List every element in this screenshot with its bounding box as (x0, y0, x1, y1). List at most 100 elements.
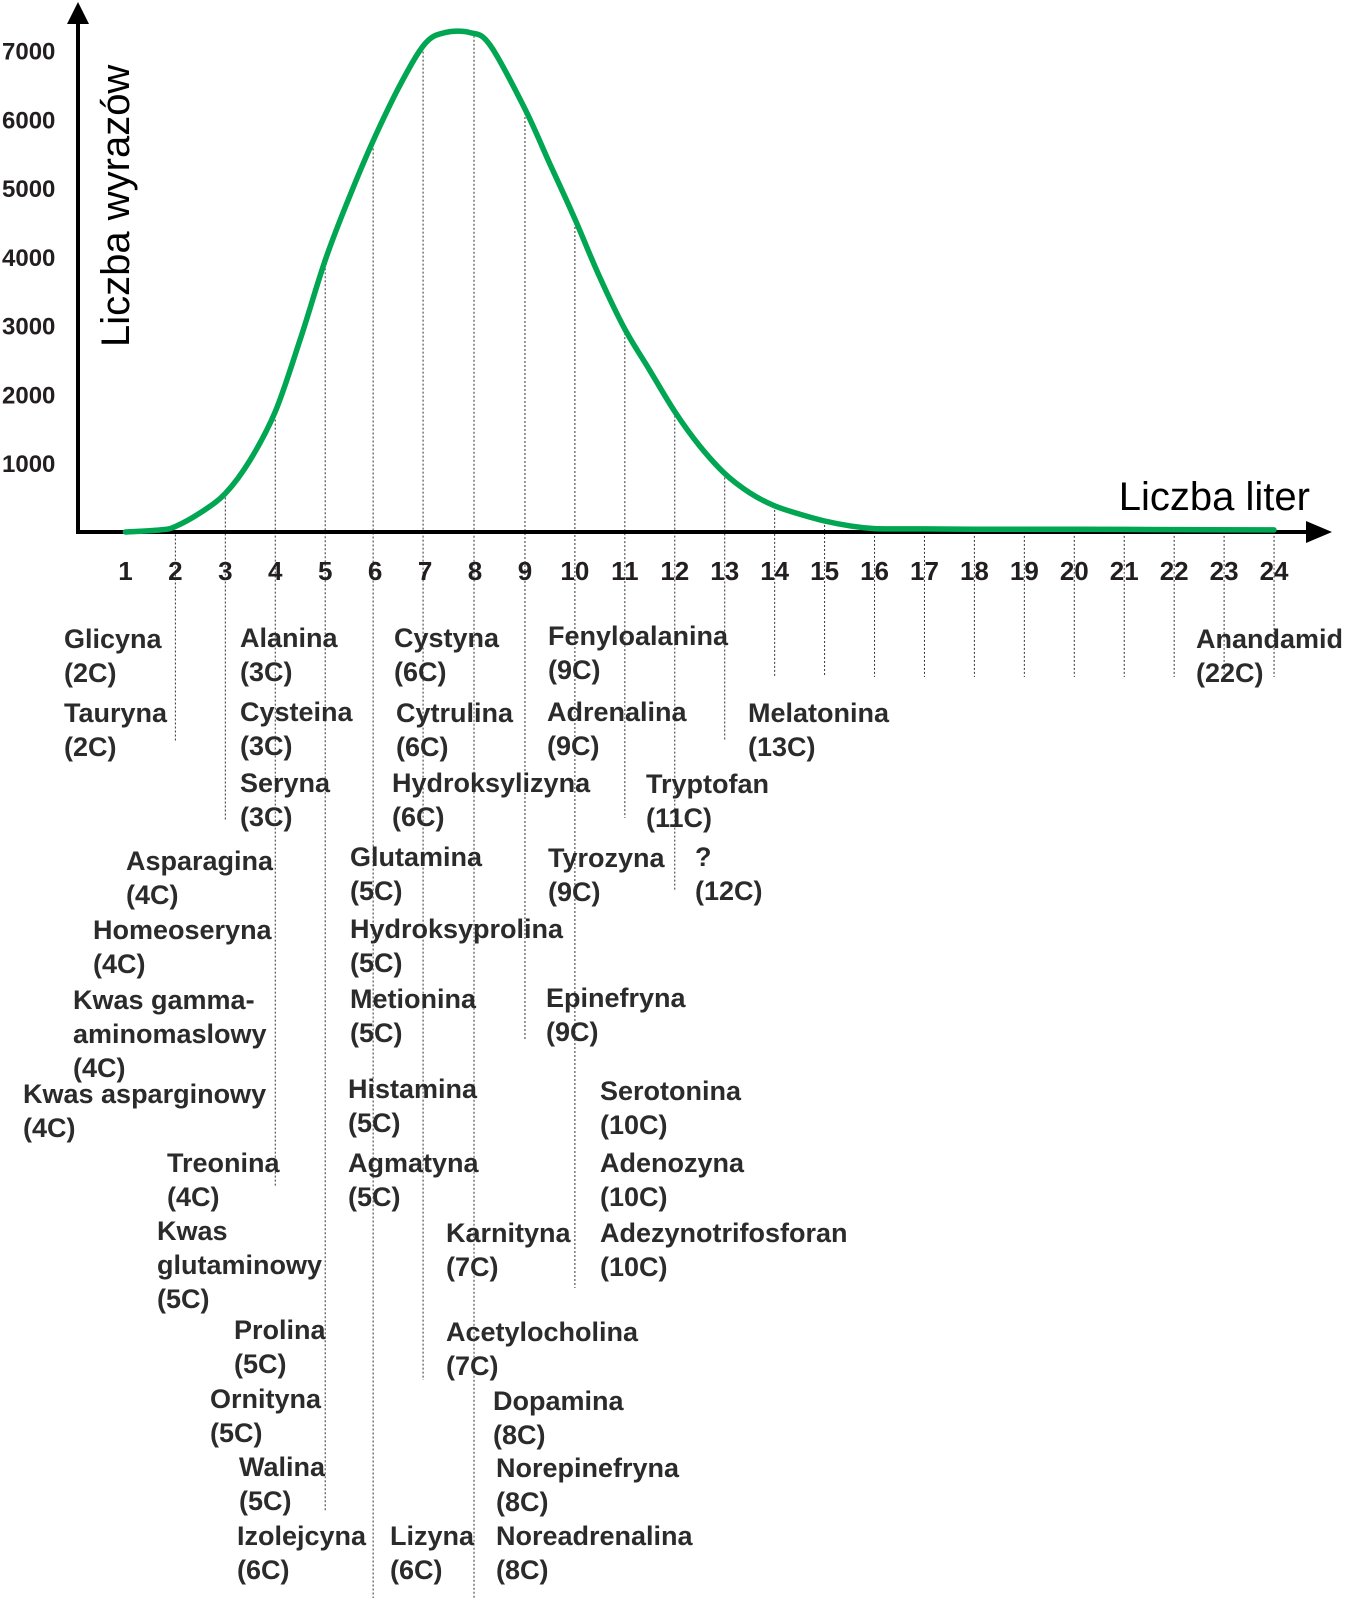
annotation-label-line: (5C) (210, 1418, 263, 1448)
annotation-label-line: Serotonina (600, 1076, 742, 1106)
annotation-label: Treonina (4C) (167, 1148, 281, 1212)
annotation-label: Walina (5C) (239, 1452, 326, 1516)
x-tick-label: 5 (318, 556, 332, 586)
annotation-label-line: (5C) (350, 876, 403, 906)
annotation-label: Hydroksylizyna (6C) (392, 768, 591, 832)
y-tick-label: 4000 (2, 245, 55, 272)
annotation-label-line: (6C) (396, 732, 449, 762)
x-tick-label: 22 (1160, 556, 1189, 586)
annotation-label-line: (3C) (240, 657, 293, 687)
annotation-label: Adrenalina (9C) (547, 697, 688, 761)
annotation-label-line: Seryna (240, 768, 331, 798)
annotation-label: Tryptofan (11C) (646, 769, 769, 833)
annotation-label: Histamina (5C) (348, 1074, 478, 1138)
annotation-label-line: Ornityna (210, 1384, 322, 1414)
annotation-label-line: (5C) (348, 1108, 401, 1138)
annotation-label: Adezynotrifosforan (10C) (600, 1218, 848, 1282)
annotation-label: Prolina (5C) (234, 1315, 327, 1379)
annotation-label: ? (12C) (695, 842, 763, 906)
annotation-label: Izolejcyna (6C) (237, 1521, 367, 1585)
x-tick-label: 8 (468, 556, 482, 586)
annotation-label: Hydroksyprolina (5C) (350, 914, 564, 978)
annotation-label-line: ? (695, 842, 712, 872)
annotation-label: Dopamina (8C) (493, 1386, 625, 1450)
annotation-label-line: aminomaslowy (73, 1019, 267, 1049)
annotation-label-line: Walina (239, 1452, 326, 1482)
annotation-label-line: Prolina (234, 1315, 327, 1345)
annotation-label-line: (4C) (23, 1113, 76, 1143)
annotation-label: Tyrozyna (9C) (548, 843, 666, 907)
annotation-label-line: Homeoseryna (93, 915, 273, 945)
annotation-label-line: (22C) (1196, 658, 1264, 688)
annotation-label-line: Tauryna (64, 698, 168, 728)
annotation-label: Seryna (3C) (240, 768, 331, 832)
y-tick-labels: 1000 2000 3000 4000 5000 6000 7000 (2, 39, 55, 479)
y-tick-label: 2000 (2, 382, 55, 409)
x-tick-label: 13 (710, 556, 739, 586)
annotation-label-line: (4C) (73, 1053, 126, 1083)
annotation-label-line: Adezynotrifosforan (600, 1218, 848, 1248)
annotation-label-line: (9C) (548, 877, 601, 907)
annotation-label-line: Cytrulina (396, 698, 514, 728)
x-tick-label: 10 (560, 556, 589, 586)
annotation-label-line: (9C) (546, 1017, 599, 1047)
series-line (122, 28, 1277, 535)
annotation-label-line: Tyrozyna (548, 843, 666, 873)
x-tick-label: 18 (960, 556, 989, 586)
annotation-label-line: (5C) (350, 1018, 403, 1048)
annotation-label-line: (5C) (157, 1284, 210, 1314)
annotation-label-line: (4C) (167, 1182, 220, 1212)
y-axis-title: Liczba wyrazów (94, 65, 138, 347)
x-tick-label: 1 (118, 556, 132, 586)
x-tick-label: 4 (268, 556, 283, 586)
annotation-label-line: Metionina (350, 984, 477, 1014)
annotation-label-line: (3C) (240, 802, 293, 832)
annotation-label-line: Anandamid (1196, 624, 1343, 654)
annotation-label-line: Acetylocholina (446, 1317, 639, 1347)
annotation-label: Metionina (5C) (350, 984, 477, 1048)
annotation-label: Ornityna (5C) (210, 1384, 322, 1448)
annotation-label: Glicyna (2C) (64, 624, 163, 688)
x-tick-label: 20 (1060, 556, 1089, 586)
annotation-labels: Glicyna (2C)Tauryna (2C)Alanina (3C)Cystein… (23, 621, 1343, 1585)
annotation-label-line: (11C) (646, 803, 712, 833)
annotation-label-line: Asparagina (126, 846, 274, 876)
annotation-label-line: (3C) (240, 731, 293, 761)
annotation-label-line: (10C) (600, 1110, 668, 1140)
y-tick-label: 7000 (2, 39, 55, 66)
x-tick-label: 24 (1260, 556, 1289, 586)
annotation-label-line: Dopamina (493, 1386, 625, 1416)
axes (67, 2, 1332, 543)
annotation-label-line: Agmatyna (348, 1148, 480, 1178)
annotation-label-line: (8C) (496, 1487, 549, 1517)
x-tick-label: 7 (418, 556, 432, 586)
x-tick-label: 6 (368, 556, 382, 586)
annotation-label-line: Norepinefryna (496, 1453, 680, 1483)
annotation-label-line: Lizyna (390, 1521, 475, 1551)
x-tick-label: 9 (518, 556, 532, 586)
annotation-label-line: Tryptofan (646, 769, 769, 799)
x-tick-label: 12 (660, 556, 689, 586)
guide-lines (174, 35, 1275, 1598)
annotation-label: Melatonina (13C) (748, 698, 890, 762)
annotation-label-line: (6C) (394, 657, 447, 687)
annotation-label-line: (10C) (600, 1252, 668, 1282)
annotation-label: Asparagina (4C) (126, 846, 274, 910)
annotation-label: Fenyloalanina (9C) (548, 621, 729, 685)
x-tick-label: 2 (168, 556, 182, 586)
annotation-label: Karnityna (7C) (446, 1218, 572, 1282)
x-tick-label: 23 (1210, 556, 1239, 586)
annotation-label-line: glutaminowy (157, 1250, 322, 1280)
annotation-label-line: (9C) (548, 655, 601, 685)
annotation-label-line: Adrenalina (547, 697, 688, 727)
x-tick-label: 19 (1010, 556, 1039, 586)
annotation-label-line: Melatonina (748, 698, 890, 728)
annotation-label: Lizyna (6C) (390, 1521, 475, 1585)
annotation-label: Homeoseryna (4C) (93, 915, 273, 979)
annotation-label-line: Fenyloalanina (548, 621, 729, 651)
annotation-label-line: (4C) (93, 949, 146, 979)
annotation-label: Serotonina (10C) (600, 1076, 742, 1140)
annotation-label: Cytrulina (6C) (396, 698, 514, 762)
y-tick-label: 3000 (2, 314, 55, 341)
